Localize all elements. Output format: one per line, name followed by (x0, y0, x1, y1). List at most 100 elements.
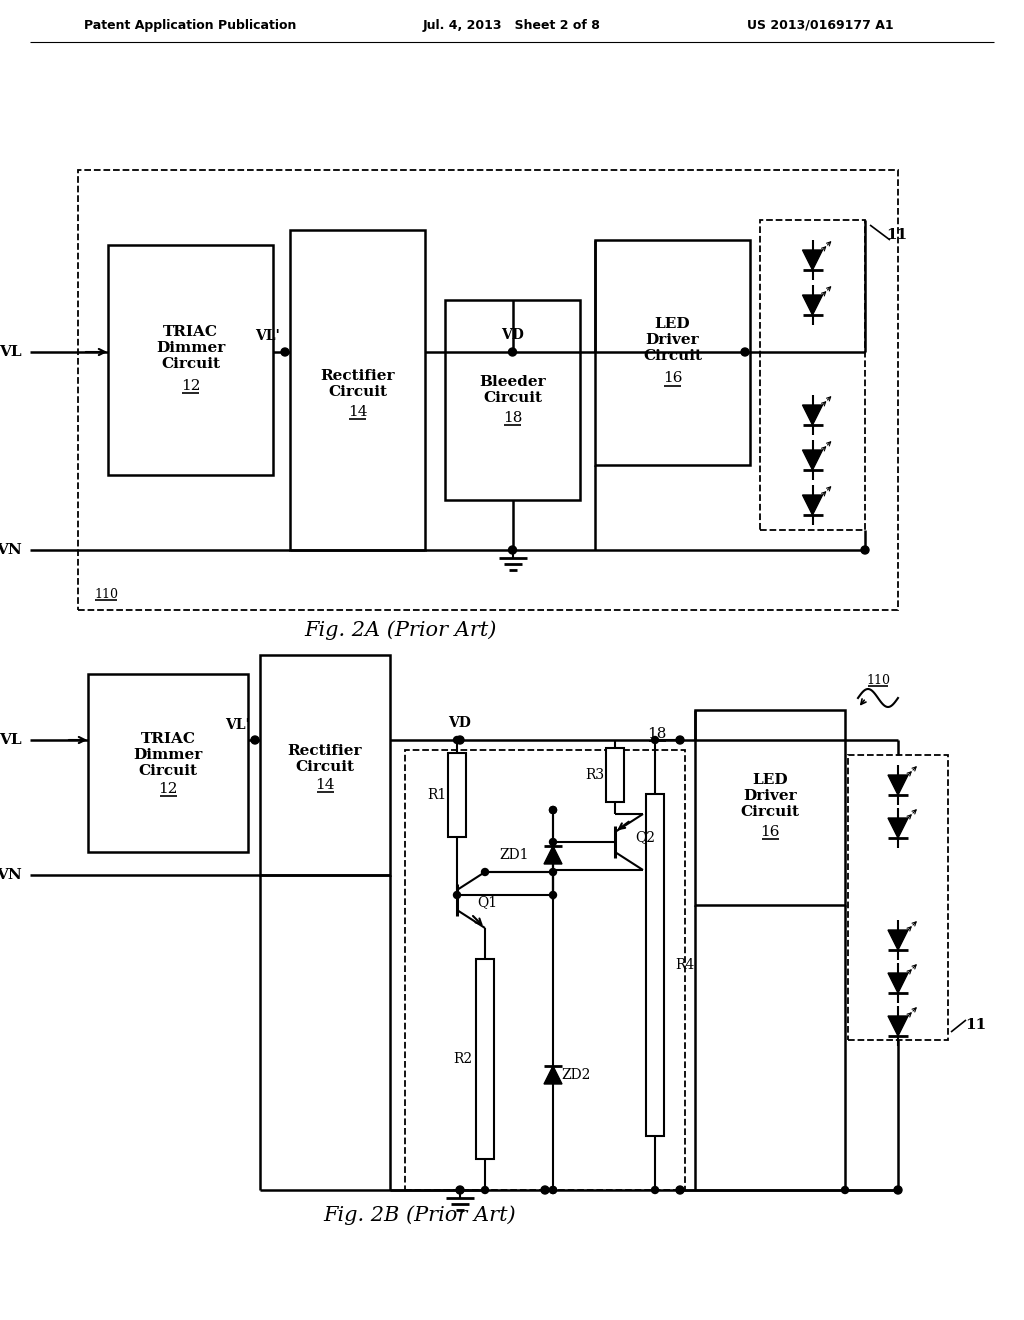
Text: VL': VL' (256, 329, 281, 343)
Text: Jul. 4, 2013   Sheet 2 of 8: Jul. 4, 2013 Sheet 2 of 8 (423, 18, 601, 32)
Circle shape (861, 546, 869, 554)
Text: Fig. 2B (Prior Art): Fig. 2B (Prior Art) (324, 1205, 516, 1225)
Circle shape (894, 1185, 902, 1195)
Circle shape (550, 807, 556, 813)
Text: Rectifier: Rectifier (288, 744, 362, 758)
Bar (78, 170, 898, 610)
Text: LED: LED (753, 772, 787, 787)
Polygon shape (803, 495, 822, 515)
Bar (695, 710, 845, 906)
Circle shape (456, 1185, 464, 1195)
Circle shape (550, 869, 556, 875)
Bar (848, 755, 948, 1040)
Circle shape (550, 838, 556, 846)
Text: Q2: Q2 (635, 830, 655, 843)
Circle shape (651, 737, 658, 743)
Text: 12: 12 (159, 781, 178, 796)
Text: 12: 12 (181, 379, 201, 393)
Bar (88, 675, 248, 851)
Bar (606, 748, 624, 801)
Text: Circuit: Circuit (138, 764, 198, 777)
Text: VD: VD (501, 327, 524, 342)
Circle shape (550, 807, 556, 813)
Text: R1: R1 (427, 788, 446, 803)
Circle shape (676, 1185, 684, 1195)
Polygon shape (544, 846, 562, 865)
Text: US 2013/0169177 A1: US 2013/0169177 A1 (746, 18, 893, 32)
Text: Driver: Driver (743, 788, 797, 803)
Bar (406, 750, 685, 1191)
Text: Dimmer: Dimmer (156, 341, 225, 355)
Text: LED: LED (654, 318, 690, 331)
Text: ZD2: ZD2 (561, 1068, 591, 1082)
Text: 14: 14 (315, 777, 335, 792)
Text: Circuit: Circuit (483, 391, 542, 405)
Circle shape (454, 737, 461, 743)
Polygon shape (803, 450, 822, 470)
Circle shape (251, 737, 259, 744)
Text: 18: 18 (503, 411, 522, 425)
Circle shape (509, 546, 516, 554)
Text: Dimmer: Dimmer (133, 748, 203, 762)
Text: R2: R2 (454, 1052, 472, 1067)
Circle shape (550, 1187, 556, 1193)
Circle shape (454, 891, 461, 899)
Circle shape (842, 1187, 849, 1193)
Bar (595, 240, 750, 465)
Bar (760, 220, 865, 531)
Text: Circuit: Circuit (328, 385, 387, 399)
Bar (646, 795, 664, 1137)
Text: VN: VN (0, 543, 22, 557)
Text: Bleeder: Bleeder (479, 375, 546, 389)
Bar (445, 300, 580, 500)
Bar (449, 754, 466, 837)
Polygon shape (544, 1067, 562, 1084)
Circle shape (509, 348, 516, 356)
Text: ZD1: ZD1 (500, 847, 529, 862)
Text: Fig. 2A (Prior Art): Fig. 2A (Prior Art) (304, 620, 497, 640)
Text: TRIAC: TRIAC (140, 733, 196, 746)
Polygon shape (888, 775, 908, 795)
Circle shape (481, 869, 488, 875)
Text: 110: 110 (94, 587, 118, 601)
Text: 11: 11 (887, 228, 907, 242)
Text: Circuit: Circuit (740, 804, 800, 818)
Text: VL: VL (0, 345, 22, 359)
Text: VL': VL' (225, 718, 251, 733)
Text: R4: R4 (675, 958, 694, 972)
Text: 14: 14 (348, 405, 368, 418)
Circle shape (281, 348, 289, 356)
Bar (290, 230, 425, 550)
Text: Driver: Driver (646, 334, 699, 347)
Polygon shape (803, 249, 822, 271)
Polygon shape (803, 294, 822, 315)
Circle shape (651, 1187, 658, 1193)
Text: R3: R3 (586, 768, 604, 781)
Text: VD: VD (449, 715, 471, 730)
Circle shape (550, 891, 556, 899)
Polygon shape (888, 1016, 908, 1036)
Bar (476, 960, 494, 1159)
Text: Rectifier: Rectifier (321, 370, 394, 383)
Text: 18: 18 (647, 727, 667, 741)
Circle shape (676, 737, 684, 744)
Text: 16: 16 (760, 825, 779, 838)
Circle shape (550, 1187, 556, 1193)
Circle shape (481, 1187, 488, 1193)
Text: Q1: Q1 (477, 895, 497, 909)
Text: Circuit: Circuit (161, 356, 220, 371)
Polygon shape (888, 973, 908, 993)
Polygon shape (888, 931, 908, 950)
Text: Circuit: Circuit (643, 350, 702, 363)
Text: Circuit: Circuit (296, 760, 354, 774)
Bar (260, 655, 390, 875)
Polygon shape (888, 818, 908, 838)
Circle shape (741, 348, 749, 356)
Text: Patent Application Publication: Patent Application Publication (84, 18, 296, 32)
Text: TRIAC: TRIAC (163, 325, 218, 339)
Text: VN: VN (0, 869, 22, 882)
Text: VL: VL (0, 733, 22, 747)
Text: 110: 110 (866, 673, 890, 686)
Circle shape (456, 737, 464, 744)
Circle shape (541, 1185, 549, 1195)
